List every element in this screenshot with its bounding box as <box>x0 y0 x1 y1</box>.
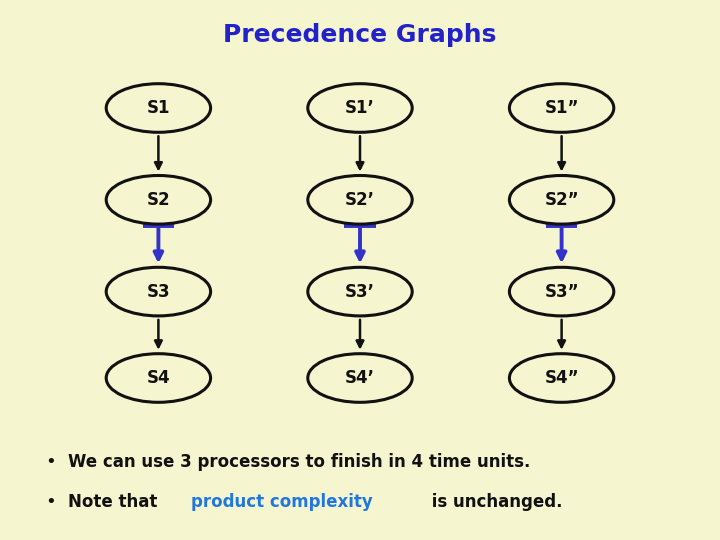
Ellipse shape <box>307 176 412 224</box>
Ellipse shape <box>107 267 210 316</box>
Text: Precedence Graphs: Precedence Graphs <box>223 23 497 47</box>
Ellipse shape <box>510 354 614 402</box>
Ellipse shape <box>307 354 412 402</box>
Text: is unchanged.: is unchanged. <box>426 493 562 511</box>
Ellipse shape <box>510 176 614 224</box>
Text: S3”: S3” <box>544 282 579 301</box>
Text: S1”: S1” <box>544 99 579 117</box>
Text: S4”: S4” <box>544 369 579 387</box>
Ellipse shape <box>307 84 412 132</box>
Text: •: • <box>45 453 55 471</box>
Text: Note that: Note that <box>68 493 163 511</box>
Text: S2’: S2’ <box>345 191 375 209</box>
Text: •: • <box>45 493 55 511</box>
Text: S2: S2 <box>147 191 170 209</box>
Text: S1: S1 <box>147 99 170 117</box>
Text: S3: S3 <box>147 282 170 301</box>
Text: S4: S4 <box>147 369 170 387</box>
Ellipse shape <box>510 267 614 316</box>
Text: product complexity: product complexity <box>191 493 373 511</box>
Text: S2”: S2” <box>544 191 579 209</box>
Text: S1’: S1’ <box>345 99 375 117</box>
Text: S3’: S3’ <box>345 282 375 301</box>
Ellipse shape <box>107 84 210 132</box>
Ellipse shape <box>107 176 210 224</box>
Ellipse shape <box>510 84 614 132</box>
Text: We can use 3 processors to finish in 4 time units.: We can use 3 processors to finish in 4 t… <box>68 453 531 471</box>
Text: S4’: S4’ <box>345 369 375 387</box>
Ellipse shape <box>107 354 210 402</box>
Ellipse shape <box>307 267 412 316</box>
